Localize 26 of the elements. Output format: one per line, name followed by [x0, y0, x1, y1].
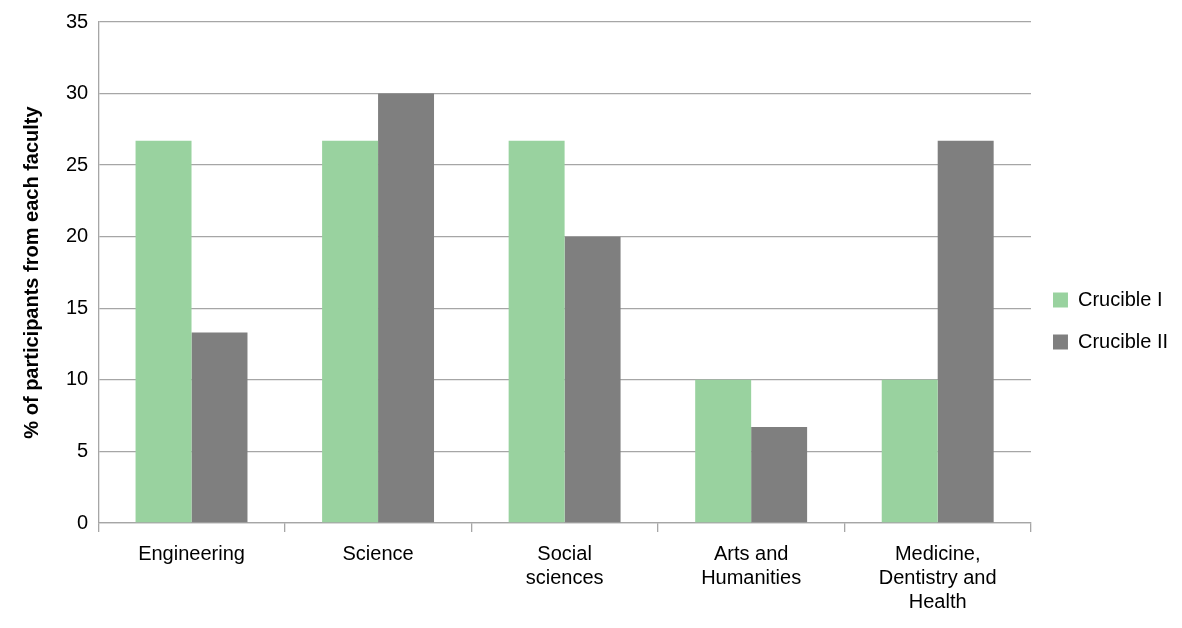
x-tick-label: Social sciences [525, 541, 604, 588]
y-tick-label: 30 [66, 81, 89, 104]
y-tick-label: 15 [66, 295, 89, 318]
y-tick-label: 20 [66, 224, 89, 247]
bar [508, 140, 565, 523]
x-tick-label: Medicine, Dentistry and Health [878, 541, 997, 612]
x-tick-label: Arts and Humanities [701, 541, 802, 588]
legend-label: Crucible II [1077, 329, 1168, 352]
bar [135, 140, 192, 523]
bar [695, 379, 752, 523]
x-tick-label: Science [342, 541, 414, 564]
y-tick-label: 35 [66, 9, 89, 32]
bar [564, 236, 621, 523]
bar [322, 140, 379, 523]
y-tick-label: 0 [77, 510, 89, 533]
y-tick-label: 25 [66, 152, 89, 175]
y-tick-label: 5 [77, 438, 89, 461]
y-axis-title: % of participants from each faculty [19, 105, 42, 439]
bar [937, 140, 994, 523]
bar [191, 332, 248, 523]
bar [881, 379, 938, 523]
x-tick-label: Engineering [138, 541, 245, 564]
bar [751, 427, 808, 523]
y-tick-label: 10 [66, 367, 89, 390]
legend-label: Crucible I [1077, 287, 1163, 310]
bar [378, 93, 435, 523]
